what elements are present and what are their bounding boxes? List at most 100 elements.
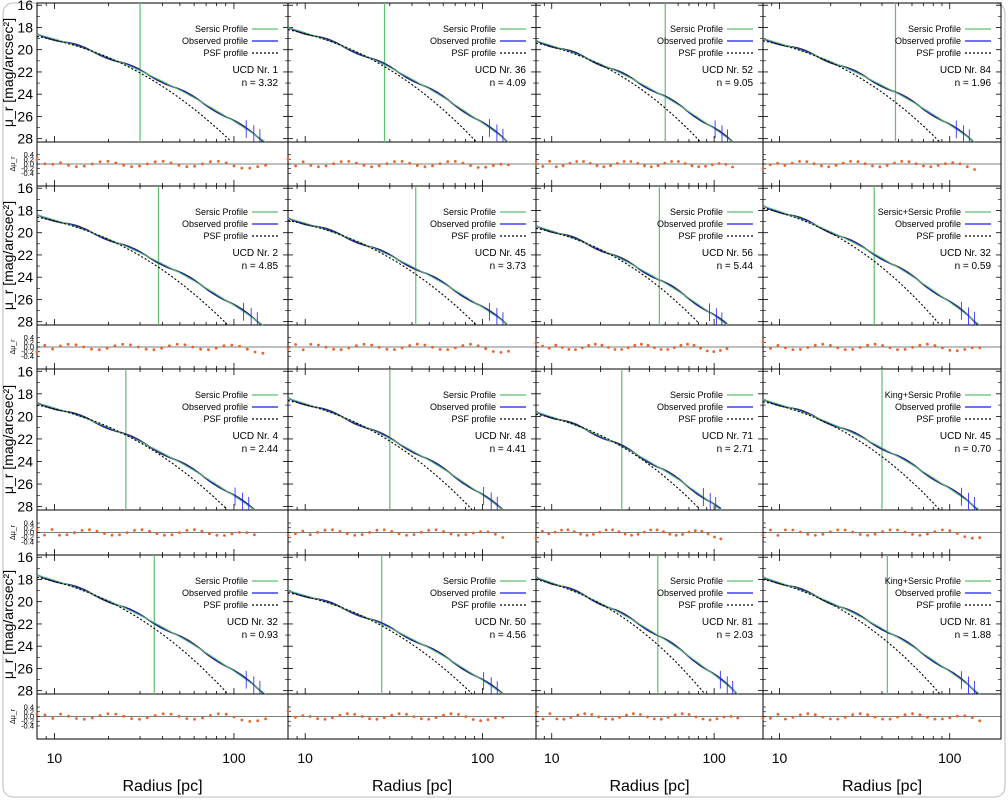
y-tick-label: 22 bbox=[17, 616, 33, 632]
residual-point bbox=[75, 717, 78, 720]
legend-label: Observed profile bbox=[895, 36, 961, 46]
residual-point bbox=[646, 343, 650, 347]
residual-point bbox=[103, 532, 106, 535]
residual-point bbox=[963, 348, 967, 351]
ucd-label: UCD Nr. 32 bbox=[227, 617, 279, 628]
residual-point bbox=[95, 529, 99, 533]
ucd-label: UCD Nr. 32 bbox=[940, 248, 992, 259]
residual-point bbox=[769, 347, 772, 350]
residual-point bbox=[316, 717, 319, 721]
residual-point bbox=[813, 533, 817, 537]
residual-point bbox=[256, 165, 260, 169]
x-axis-label: Radius [pc] bbox=[122, 778, 202, 795]
y-tick-label: 20 bbox=[17, 42, 33, 58]
y-tick-label: 22 bbox=[17, 431, 33, 447]
residual-point bbox=[851, 348, 855, 351]
residual-point bbox=[541, 717, 545, 721]
residual-point bbox=[896, 528, 899, 532]
residual-point bbox=[548, 712, 552, 715]
residual-point bbox=[43, 533, 46, 537]
residual-point bbox=[918, 533, 922, 537]
residual-point bbox=[929, 165, 933, 169]
residual-point bbox=[652, 717, 656, 721]
residual-point bbox=[873, 715, 877, 719]
residual-point bbox=[323, 528, 327, 532]
panel-10: Sersic Profile Observed profile PSF profil… bbox=[286, 368, 537, 556]
residual-point bbox=[618, 716, 621, 719]
residual-point bbox=[193, 164, 197, 168]
residual-point bbox=[431, 345, 434, 349]
residual-point bbox=[136, 345, 140, 349]
y-tick-label: 18 bbox=[17, 202, 33, 218]
residual-point bbox=[639, 713, 642, 716]
legend-label: PSF profile bbox=[451, 231, 496, 241]
y-tick-label: 24 bbox=[17, 453, 33, 469]
residual-point bbox=[178, 531, 181, 534]
residual-point bbox=[73, 531, 76, 535]
ucd-label: UCD Nr. 81 bbox=[702, 617, 754, 628]
legend-label: PSF profile bbox=[916, 231, 961, 241]
residual-point bbox=[499, 162, 503, 166]
x-axis-label: Radius [pc] bbox=[609, 778, 689, 795]
residual-point bbox=[736, 716, 740, 720]
residual-point bbox=[580, 346, 584, 350]
residual-point bbox=[355, 161, 358, 165]
residual-point bbox=[201, 716, 204, 720]
residual-point bbox=[412, 533, 416, 536]
residual-point bbox=[791, 348, 795, 351]
residual-point bbox=[941, 346, 944, 350]
residual-point bbox=[385, 162, 389, 166]
residual-point bbox=[851, 713, 855, 717]
sersic-profile-line bbox=[535, 576, 739, 695]
residual-point bbox=[834, 164, 838, 167]
residual-point bbox=[501, 715, 505, 719]
resid-tick-label: 0.2 bbox=[24, 707, 34, 716]
legend-label: Observed profile bbox=[182, 402, 248, 412]
residual-point bbox=[201, 162, 204, 166]
residual-point bbox=[360, 533, 364, 536]
residual-point bbox=[903, 348, 907, 351]
residual-point bbox=[687, 530, 691, 534]
residual-point bbox=[585, 533, 589, 537]
residual-point bbox=[248, 720, 252, 723]
residual-point bbox=[232, 715, 236, 719]
residual-point bbox=[499, 351, 503, 354]
residual-point bbox=[286, 157, 290, 161]
residual-point bbox=[245, 531, 249, 534]
residual-point bbox=[238, 344, 242, 348]
residual-point bbox=[851, 530, 855, 534]
sersic-index-label: n = 2.71 bbox=[717, 444, 754, 455]
sersic-index-label: n = 3.32 bbox=[242, 78, 279, 89]
residual-point bbox=[948, 348, 952, 352]
panel-9: 16 18 20 22 24 26 28 0.40.20.0-0.2-0.4 Δμ_r Sersi… bbox=[0, 363, 289, 556]
residual-point bbox=[106, 159, 110, 163]
residual-point bbox=[821, 532, 825, 536]
residual-point bbox=[548, 159, 551, 163]
residual-point bbox=[309, 164, 313, 167]
residual-point bbox=[316, 531, 319, 534]
residual-point bbox=[253, 533, 256, 537]
residual-point bbox=[722, 715, 726, 719]
residual-point bbox=[674, 533, 678, 537]
residual-point bbox=[616, 162, 619, 165]
residual-point bbox=[476, 166, 480, 169]
y-tick-label: 22 bbox=[17, 247, 33, 263]
residual-point bbox=[776, 534, 780, 537]
residual-point bbox=[264, 717, 267, 721]
residual-point bbox=[731, 165, 734, 169]
residual-point bbox=[926, 715, 929, 719]
residual-point bbox=[129, 343, 132, 347]
residual-point bbox=[827, 165, 831, 169]
residual-point bbox=[471, 718, 475, 721]
residual-point bbox=[719, 349, 722, 352]
residual-point bbox=[419, 530, 423, 534]
residual-point bbox=[896, 348, 899, 351]
residual-point bbox=[805, 160, 809, 164]
residual-point bbox=[863, 162, 867, 166]
residual-point bbox=[963, 714, 967, 718]
residual-point bbox=[82, 164, 86, 168]
legend-label: Sersic Profile bbox=[670, 24, 723, 34]
residual-point bbox=[449, 712, 453, 716]
residual-point bbox=[317, 165, 320, 169]
